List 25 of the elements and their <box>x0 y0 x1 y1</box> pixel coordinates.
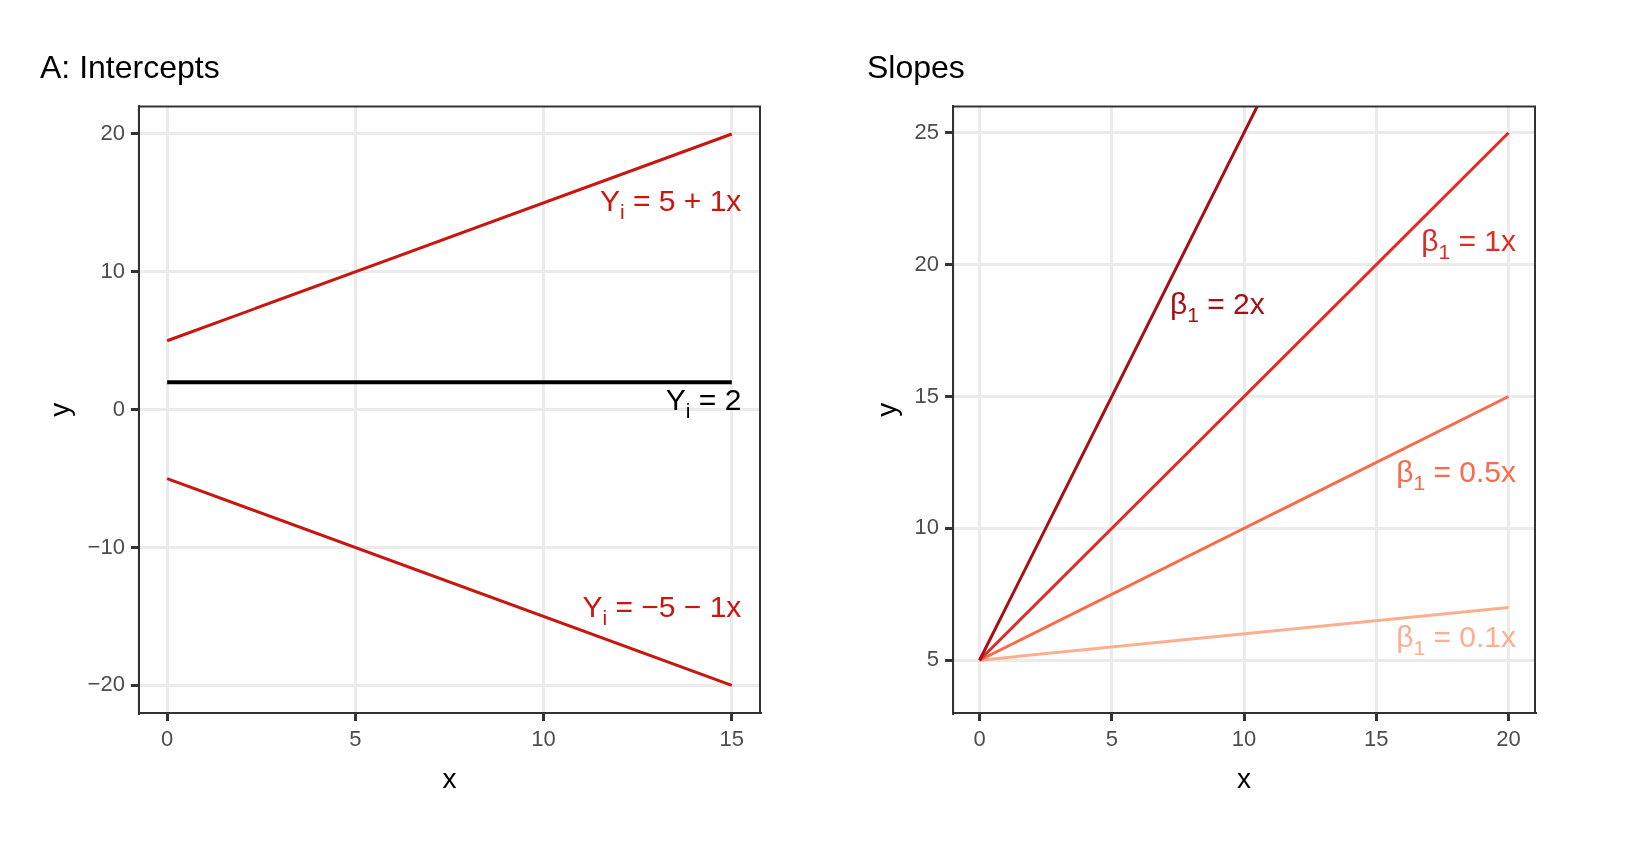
y-tick-label: 5 <box>926 646 940 672</box>
y-tick-label: 10 <box>100 257 125 283</box>
y-axis-title: y <box>870 402 902 417</box>
x-tick-label: 5 <box>349 726 362 752</box>
y-tick-label: 20 <box>914 250 940 276</box>
x-tick-label: 5 <box>1105 726 1118 752</box>
y-tick-label: −10 <box>87 533 125 559</box>
x-axis-title: x <box>442 762 457 794</box>
x-tick-label: 15 <box>719 726 745 752</box>
x-tick-label: 15 <box>1364 726 1389 752</box>
y-tick-label: 15 <box>914 382 940 408</box>
y-tick-label: 25 <box>914 118 940 144</box>
x-axis-title: x <box>1237 762 1252 794</box>
y-tick-label: 20 <box>100 120 125 146</box>
x-tick-label: 10 <box>1231 726 1257 752</box>
x-tick-label: 20 <box>1496 726 1521 752</box>
y-tick-label: 0 <box>112 395 125 421</box>
chart-title: Slopes <box>867 49 965 86</box>
x-tick-label: 10 <box>531 726 556 752</box>
x-tick-label: 0 <box>161 726 174 752</box>
y-axis-title: y <box>43 402 75 417</box>
y-tick-label: 10 <box>914 514 940 540</box>
y-tick-label: −20 <box>87 671 125 697</box>
x-tick-label: 0 <box>973 726 986 752</box>
chart-title: A: Intercepts <box>40 49 220 86</box>
